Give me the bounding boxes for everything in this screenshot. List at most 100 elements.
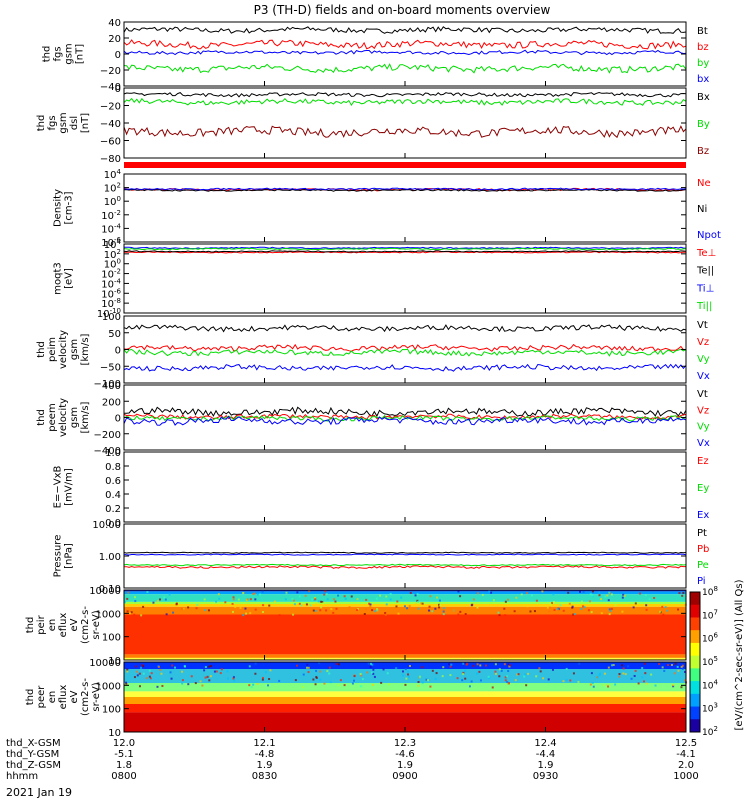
spec-speckle — [578, 590, 581, 593]
orbit-row-value: 0830 — [252, 771, 277, 782]
spec-speckle — [210, 664, 213, 667]
series-line-Vt — [123, 324, 687, 333]
spec-speckle — [562, 680, 565, 683]
spec-speckle — [587, 609, 590, 612]
spec-speckle — [597, 675, 600, 678]
ylabel-line: thd — [25, 617, 36, 634]
spec-speckle — [175, 602, 178, 605]
spec-speckle — [401, 670, 404, 673]
spec-speckle — [296, 591, 299, 594]
spec-speckle — [385, 603, 388, 606]
spec-speckle — [130, 611, 133, 614]
ytick-label: −400 — [94, 446, 121, 457]
colorbar-swatch — [690, 604, 700, 618]
spec-speckle — [607, 685, 610, 688]
spec-speckle — [437, 603, 440, 606]
colorbar-swatch — [690, 719, 700, 733]
spec-speckle — [609, 609, 612, 612]
spec-speckle — [498, 675, 501, 678]
spec-speckle — [405, 677, 408, 680]
spec-speckle — [373, 675, 376, 678]
spec-speckle — [459, 595, 462, 598]
spec-speckle — [648, 598, 651, 601]
spec-speckle — [237, 598, 240, 601]
plot-title: P3 (TH-D) fields and on-board moments ov… — [254, 3, 551, 17]
ytick-label: 400 — [102, 381, 121, 392]
orbit-row-value: -4.4 — [536, 749, 556, 760]
orbit-row-name: thd_Y-GSM — [6, 749, 59, 760]
spec-speckle — [213, 670, 216, 673]
spec-speckle — [504, 679, 507, 682]
spec-speckle — [622, 672, 625, 675]
spec-speckle — [182, 607, 185, 610]
spec-speckle — [125, 682, 128, 685]
spec-speckle — [498, 668, 501, 671]
spec-speckle — [449, 665, 452, 668]
colorbar-swatch — [690, 630, 700, 644]
spec-speckle — [468, 685, 471, 688]
spec-speckle — [548, 610, 551, 613]
spec-speckle — [215, 600, 218, 603]
series-line-bz — [123, 39, 687, 50]
ytick-label: 1.0 — [105, 448, 121, 459]
legend-entry: Pe — [697, 560, 709, 571]
spec-speckle — [307, 671, 310, 674]
colorbar-tick: 102 — [702, 725, 718, 738]
ytick-label: −200 — [94, 430, 121, 441]
ytick-label: −40 — [100, 119, 121, 130]
spec-speckle — [457, 613, 460, 616]
spec-speckle — [634, 602, 637, 605]
ylabel-line: thd — [36, 115, 47, 132]
spec-speckle — [305, 666, 308, 669]
panel-fgs_dsl: 0 −20 −40 −60 −80 thd fgs gsm dsl [nT] Bx By Bz — [36, 84, 710, 165]
spec-speckle — [261, 590, 264, 593]
spec-speckle — [148, 675, 151, 678]
ytick-label: 10 — [108, 728, 121, 739]
spec-speckle — [453, 609, 456, 612]
spec-speckle — [414, 602, 417, 605]
spec-speckle — [250, 686, 253, 689]
spec-speckle — [520, 593, 523, 596]
spec-speckle — [308, 590, 311, 593]
spec-speckle — [397, 612, 400, 615]
panel-frame — [123, 87, 687, 159]
spec-speckle — [627, 665, 630, 668]
spec-speckle — [359, 685, 362, 688]
legend-entry: bz — [697, 42, 709, 53]
spec-speckle — [533, 610, 536, 613]
spec-speckle — [565, 679, 568, 682]
ylabel-line: thd — [36, 409, 47, 426]
spec-speckle — [621, 610, 624, 613]
spec-speckle — [133, 613, 136, 616]
series-line-Vy — [123, 414, 687, 422]
series-line-Npot — [123, 187, 687, 191]
spec-speckle — [621, 596, 624, 599]
spec-speckle — [456, 677, 459, 680]
spec-speckle — [301, 686, 304, 689]
spec-speckle — [406, 607, 409, 610]
spec-speckle — [569, 679, 572, 682]
spec-speckle — [384, 612, 387, 615]
spec-speckle — [516, 673, 519, 676]
series-line-Pi — [123, 553, 687, 556]
spec-speckle — [339, 679, 342, 682]
spec-speckle — [571, 605, 574, 608]
ytick-label: −20 — [100, 66, 121, 77]
spec-band — [124, 704, 686, 713]
spec-speckle — [479, 679, 482, 682]
spec-speckle — [126, 668, 129, 671]
ytick-label: 10000 — [89, 586, 121, 597]
spec-speckle — [442, 666, 445, 669]
spec-speckle — [674, 662, 677, 665]
colorbar-swatch — [690, 693, 700, 708]
spec-speckle — [476, 592, 479, 595]
spec-speckle — [672, 684, 675, 687]
spec-speckle — [644, 672, 647, 675]
spec-speckle — [365, 598, 368, 601]
spec-speckle — [133, 596, 136, 599]
spec-speckle — [654, 684, 657, 687]
spec-speckle — [158, 598, 161, 601]
spec-speckle — [388, 683, 391, 686]
spec-speckle — [306, 663, 309, 666]
spec-speckle — [323, 593, 326, 596]
